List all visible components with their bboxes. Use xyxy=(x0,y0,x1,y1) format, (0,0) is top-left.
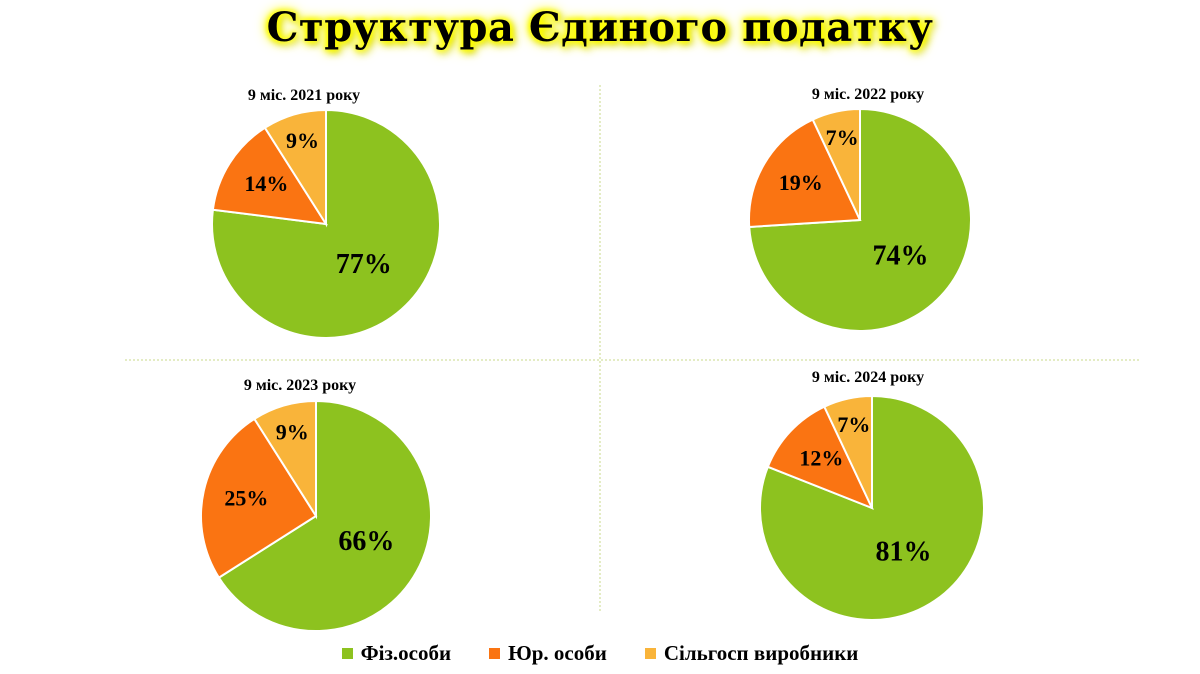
pie-2-label-2: 9% xyxy=(276,419,309,444)
legend-item-fiz: Фіз.особи xyxy=(341,641,452,666)
pie-0-label-0: 77% xyxy=(336,249,392,280)
pie-1-slice-2 xyxy=(811,107,861,221)
pie-2-title: 9 міс. 2023 року xyxy=(244,377,356,394)
pie-2-label-1: 25% xyxy=(224,485,268,510)
pie-3-slice-1 xyxy=(766,405,874,510)
pie-3-label-0: 81% xyxy=(875,537,931,568)
pie-0-label-2: 9% xyxy=(286,128,319,153)
legend: Фіз.особи Юр. особи Сільгосп виробники xyxy=(0,641,1200,666)
legend-swatch-yur xyxy=(489,648,501,659)
pie-0-slice-1 xyxy=(211,126,328,226)
pie-2-slice-0 xyxy=(217,399,432,632)
pie-1-slice-1 xyxy=(748,118,862,229)
legend-label-silgosp: Сільгосп виробники xyxy=(663,641,859,665)
legend-item-silgosp: Сільгосп виробники xyxy=(644,641,859,666)
pie-1-title: 9 міс. 2022 року xyxy=(812,86,924,103)
pie-1-label-2: 7% xyxy=(826,125,859,150)
pie-1-label-1: 19% xyxy=(779,170,823,195)
pie-3-label-2: 7% xyxy=(837,412,870,437)
pie-0-label-1: 14% xyxy=(244,171,288,196)
pie-2-slice-2 xyxy=(252,399,317,520)
legend-label-yur: Юр. особи xyxy=(508,641,607,665)
pie-3-title: 9 міс. 2024 року xyxy=(812,369,924,386)
page-title: Структура Єдиного податку xyxy=(266,4,934,51)
pie-1-label-0: 74% xyxy=(872,240,928,271)
pie-3-label-1: 12% xyxy=(799,446,843,471)
legend-item-yur: Юр. особи xyxy=(489,641,607,666)
pie-2-label-0: 66% xyxy=(338,526,394,557)
legend-swatch-silgosp xyxy=(644,648,656,659)
pie-0-slice-2 xyxy=(263,108,327,228)
pie-0-title: 9 міс. 2021 року xyxy=(248,87,360,104)
pie-3-slice-2 xyxy=(822,394,873,509)
legend-swatch-fiz xyxy=(341,648,353,659)
legend-label-fiz: Фіз.особи xyxy=(360,641,452,665)
pie-2-slice-1 xyxy=(200,417,318,580)
